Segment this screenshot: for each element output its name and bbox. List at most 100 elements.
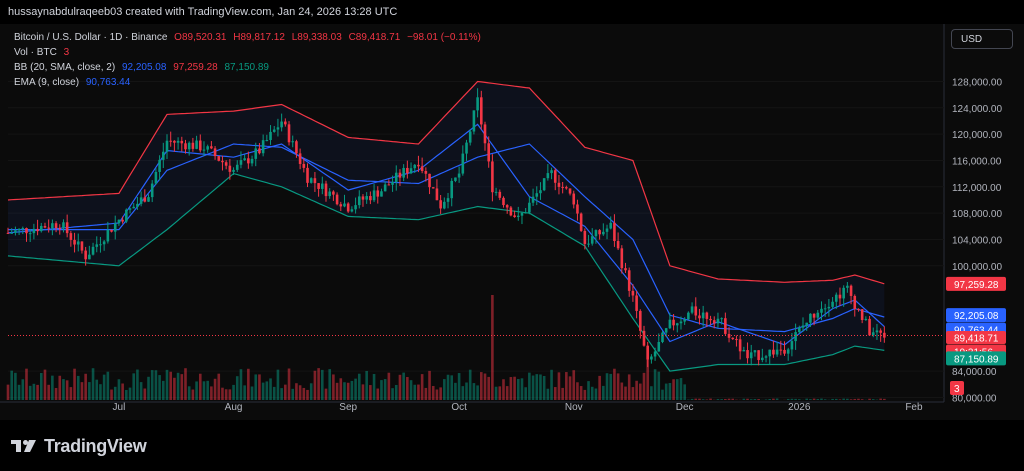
volume-bar: [860, 399, 864, 400]
volume-bar: [838, 399, 842, 400]
volume-bar: [365, 370, 368, 400]
bollinger-indicator-label[interactable]: BB (20, SMA, close, 2): [14, 62, 116, 73]
candle-body: [546, 173, 550, 179]
chart-pane[interactable]: [0, 24, 1024, 420]
volume-bar: [480, 372, 483, 400]
symbol-title[interactable]: Bitcoin / U.S. Dollar · 1D · Binance: [14, 32, 168, 43]
volume-bar: [768, 398, 772, 400]
bollinger-lower-line: [7, 172, 885, 372]
volume-bar: [25, 368, 28, 400]
volume-bar: [173, 377, 176, 400]
volume-bar: [834, 398, 838, 400]
volume-bar: [387, 372, 391, 400]
candle-body: [712, 320, 716, 324]
candle-body: [91, 246, 95, 255]
volume-bar: [380, 380, 383, 400]
volume-bar: [598, 375, 601, 400]
candle-body: [269, 131, 272, 141]
volume-bar: [406, 377, 409, 400]
candle-body: [302, 163, 306, 168]
volume-bar: [868, 398, 871, 400]
volume-indicator-label[interactable]: Vol · BTC: [14, 47, 57, 58]
price-axis-badge-label: 89,418.71: [954, 333, 999, 344]
candle-body: [139, 197, 143, 204]
bollinger-upper-line: [7, 80, 885, 285]
volume-bar: [724, 398, 727, 400]
candle-body: [650, 356, 653, 360]
candle-body: [494, 191, 498, 193]
volume-bar: [443, 379, 446, 400]
tradingview-logo[interactable]: TradingView: [10, 434, 147, 458]
volume-bar: [435, 389, 439, 400]
candle-body: [738, 339, 742, 352]
price-axis-badge: [946, 276, 1006, 291]
ohlc-close: C89,418.71: [348, 32, 401, 43]
candle-body: [125, 209, 128, 222]
candle-body: [572, 193, 576, 205]
candle-body: [369, 196, 372, 201]
volume-bar: [505, 386, 509, 400]
candle-body: [587, 243, 590, 245]
currency-button[interactable]: USD: [951, 29, 1013, 49]
volume-bar: [332, 374, 335, 400]
candle-body: [443, 201, 446, 209]
volume-bar: [535, 374, 539, 400]
candle-body: [871, 332, 875, 336]
volume-bar: [853, 398, 857, 400]
volume-bar: [753, 399, 757, 400]
volume-bar: [261, 382, 265, 400]
volume-bar: [58, 375, 62, 400]
volume-bar: [95, 379, 99, 400]
candle-body: [88, 254, 91, 260]
candle-body: [165, 140, 169, 152]
candle-body: [698, 315, 701, 319]
candle-body: [132, 206, 136, 209]
volume-bar: [51, 375, 54, 400]
candle-body: [513, 215, 516, 218]
ema-indicator-label[interactable]: EMA (9, close): [14, 77, 80, 88]
candle-body: [291, 141, 295, 143]
volume-bar: [646, 348, 649, 400]
volume-bar: [809, 399, 812, 400]
candle-body: [14, 230, 17, 233]
candle-body: [746, 350, 749, 359]
volume-bar: [47, 384, 50, 400]
candle-body: [6, 232, 10, 234]
candle-body: [394, 172, 398, 183]
candle-body: [17, 228, 21, 231]
volume-bar: [491, 295, 494, 400]
candle-body: [51, 223, 54, 229]
candle-body: [794, 332, 797, 342]
candle-body: [343, 203, 346, 207]
volume-bar: [276, 369, 280, 400]
price-chart[interactable]: 128,000.00 124,000.00 120,000.00 116,000.00…: [0, 24, 1024, 420]
volume-bar: [306, 389, 309, 400]
candle-body: [675, 323, 679, 326]
volume-bar: [354, 378, 357, 400]
volume-bar: [221, 387, 224, 400]
volume-bar: [328, 369, 331, 400]
volume-bar: [88, 382, 91, 400]
volume-bar: [210, 386, 213, 400]
candle-body: [387, 184, 391, 186]
volume-bar: [317, 368, 320, 400]
candle-body: [176, 140, 180, 143]
tradingview-logo-icon: [11, 440, 36, 452]
volume-bar: [169, 371, 172, 400]
volume-bar: [284, 384, 287, 400]
volume-bar: [383, 379, 387, 400]
volume-bar: [483, 373, 487, 400]
volume-bar: [28, 385, 32, 400]
price-axis-badge-label: 87,150.89: [954, 354, 999, 365]
candle-body: [217, 156, 221, 161]
candle-body: [457, 173, 461, 178]
chart-caption: hussaynabdulraqeeb03 created with Tradin…: [8, 6, 398, 18]
volume-bar: [287, 368, 291, 400]
volume-bar: [65, 380, 69, 400]
volume-bar: [350, 380, 354, 400]
candle-body: [613, 222, 616, 242]
volume-bar: [235, 376, 239, 400]
volume-bar: [150, 370, 154, 400]
price-axis-badge: [946, 330, 1006, 344]
volume-bar: [162, 380, 165, 400]
